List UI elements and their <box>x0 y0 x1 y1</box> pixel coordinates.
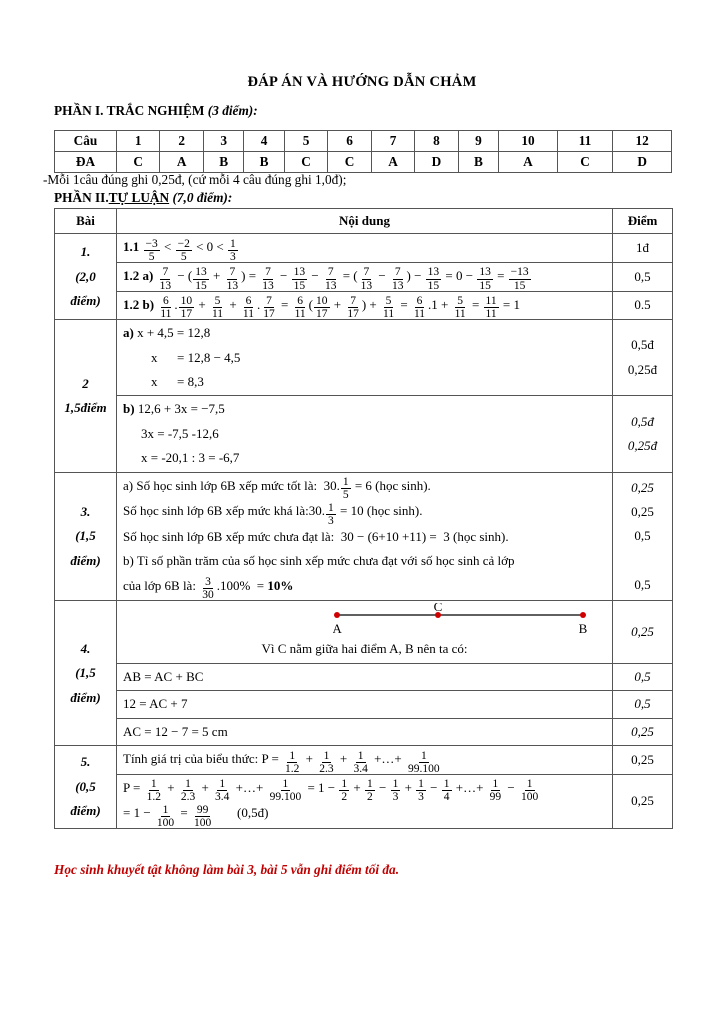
svg-text:A: A <box>333 621 342 636</box>
svg-text:C: C <box>434 603 443 614</box>
svg-text:B: B <box>579 621 587 636</box>
